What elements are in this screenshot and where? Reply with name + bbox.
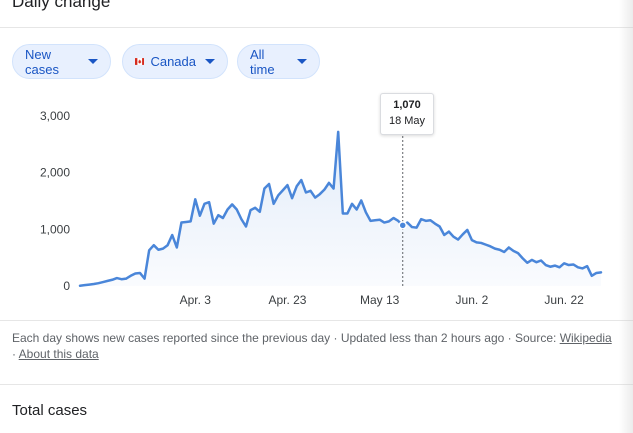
- y-tick-label: 2,000: [40, 166, 70, 180]
- x-tick-label: May 13: [360, 293, 400, 307]
- dropdown-caret-icon: [205, 59, 215, 64]
- y-tick-label: 0: [63, 279, 70, 293]
- metric-filter-label: New cases: [25, 46, 59, 77]
- x-tick-label: Jun. 2: [456, 293, 489, 307]
- chart-footer: Each day shows new cases reported since …: [12, 330, 624, 362]
- country-filter-label: Canada: [150, 54, 196, 69]
- x-tick-label: Apr. 3: [180, 293, 212, 307]
- x-tick-label: Jun. 22: [544, 293, 584, 307]
- section-title-daily-change: Daily change: [12, 0, 111, 11]
- country-filter-chip[interactable]: Canada: [122, 44, 228, 79]
- footer-separator: ·: [12, 347, 16, 361]
- tooltip-date: 18 May: [388, 115, 426, 127]
- dropdown-caret-icon: [88, 59, 98, 64]
- source-prefix: Source:: [514, 331, 557, 345]
- scroll-edge-shadow: [619, 0, 633, 433]
- hover-point: [398, 221, 407, 230]
- x-tick-label: Apr. 23: [268, 293, 306, 307]
- range-filter-label: All time: [250, 46, 275, 77]
- tooltip-value: 1,070: [393, 99, 421, 111]
- y-tick-label: 1,000: [40, 222, 70, 236]
- header-divider: [0, 27, 633, 28]
- section-title-total-cases: Total cases: [12, 402, 88, 419]
- range-filter-chip[interactable]: All time: [237, 44, 320, 79]
- series-line: [78, 130, 603, 287]
- chart-divider: [0, 320, 633, 321]
- about-this-data-link[interactable]: About this data: [18, 347, 99, 361]
- dropdown-caret-icon: [297, 59, 307, 64]
- daily-cases-chart[interactable]: 0 1,000 2,000 3,000 Apr. 3 Apr. 23 May 13 Jun.…: [0, 0, 633, 320]
- footer-separator: ·: [507, 331, 512, 345]
- chart-tooltip: 1,070 18 May: [380, 93, 434, 135]
- metric-filter-chip[interactable]: New cases: [12, 44, 111, 79]
- chart-area-fill: [80, 131, 601, 286]
- y-tick-label: 3,000: [40, 109, 70, 123]
- footer-description: Each day shows new cases reported since …: [12, 331, 505, 345]
- canada-flag-icon: [135, 58, 145, 65]
- source-link-wikipedia[interactable]: Wikipedia: [559, 331, 612, 345]
- section-divider: [0, 384, 633, 385]
